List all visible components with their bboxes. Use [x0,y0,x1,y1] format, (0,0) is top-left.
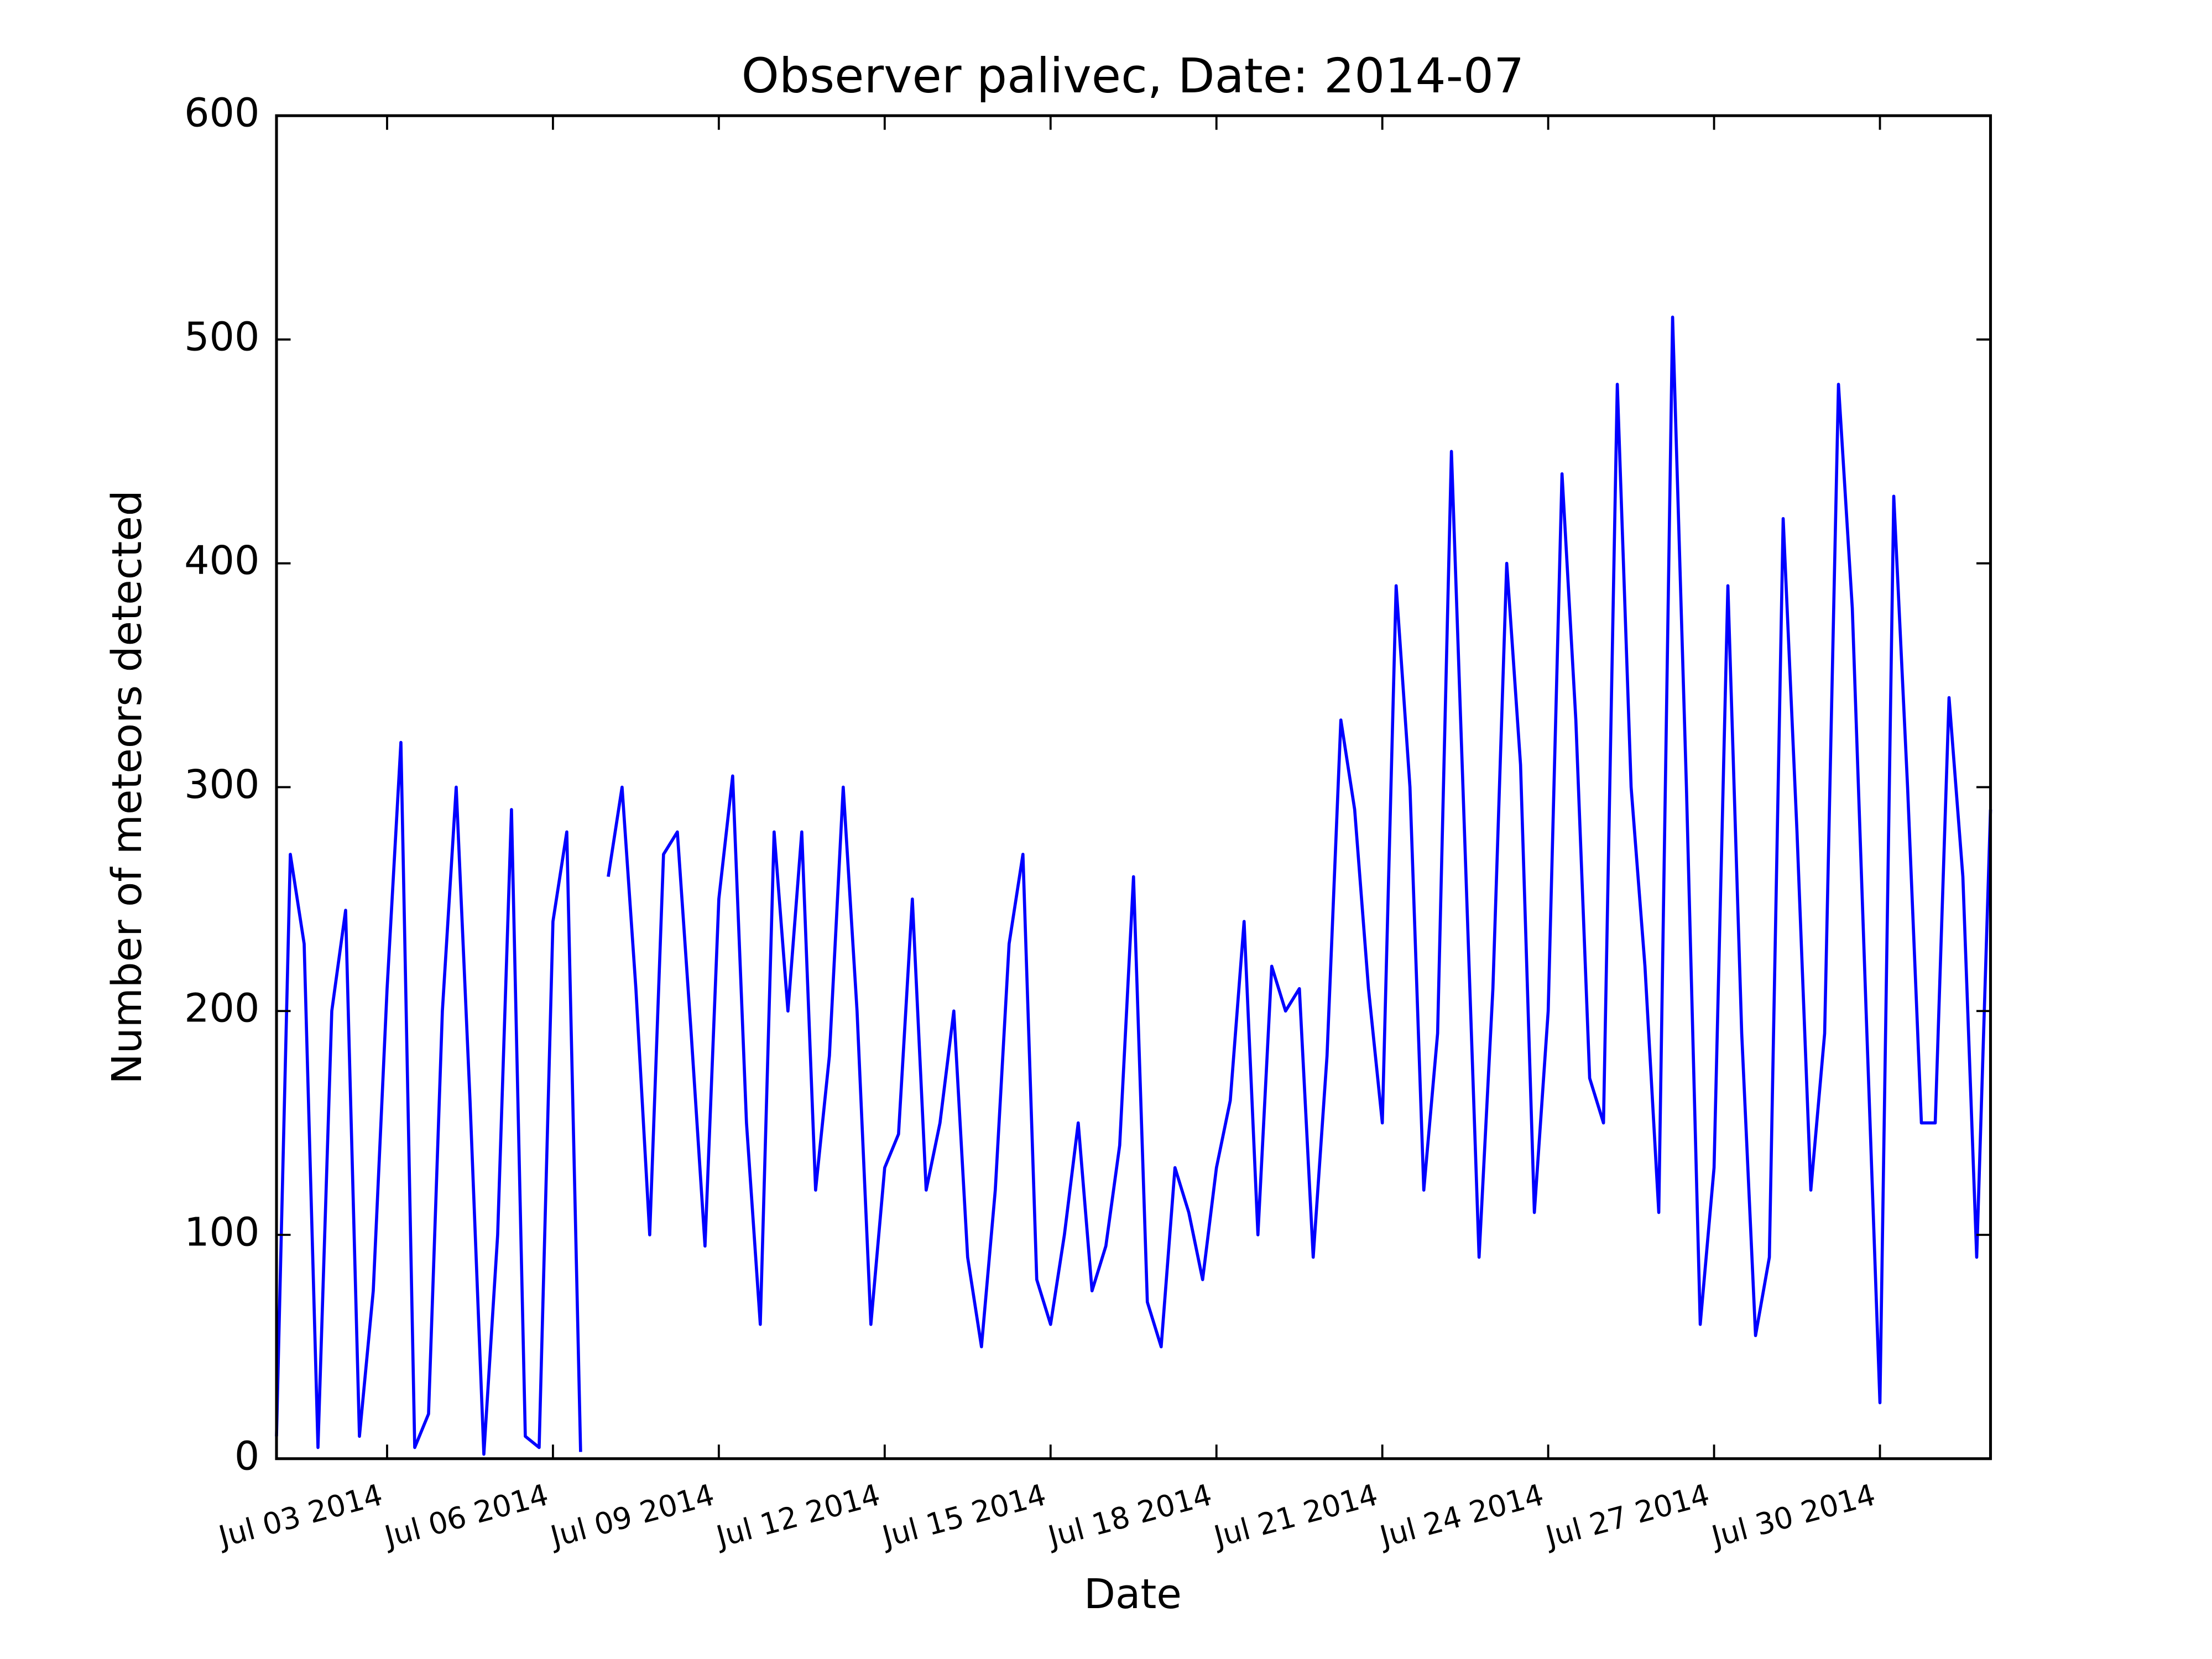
x-tick-label: Jul 09 2014 [545,1477,718,1554]
x-tick-label: Jul 27 2014 [1541,1477,1713,1554]
y-tick-label: 100 [184,1209,259,1255]
y-tick-label: 0 [234,1433,259,1479]
x-tick-label: Jul 12 2014 [711,1477,884,1554]
x-tick-label: Jul 30 2014 [1707,1477,1879,1554]
x-tick-label: Jul 21 2014 [1209,1477,1381,1554]
y-tick-label: 200 [184,985,259,1031]
chart-title: Observer palivec, Date: 2014-07 [742,48,1525,104]
y-tick-label: 400 [184,538,259,583]
y-tick-label: 500 [184,314,259,359]
x-tick-label: Jul 03 2014 [213,1477,386,1554]
x-tick-label: Jul 24 2014 [1375,1477,1547,1554]
y-axis-label: Number of meteors detected [103,490,151,1084]
x-tick-label: Jul 15 2014 [877,1477,1050,1554]
y-tick-label: 300 [184,761,259,807]
x-axis-label: Date [1084,1571,1182,1618]
y-tick-label: 600 [184,90,259,136]
x-tick-label: Jul 06 2014 [379,1477,552,1554]
data-line [275,315,1992,1456]
x-tick-label: Jul 18 2014 [1043,1477,1215,1554]
plot-frame [275,114,1992,1460]
